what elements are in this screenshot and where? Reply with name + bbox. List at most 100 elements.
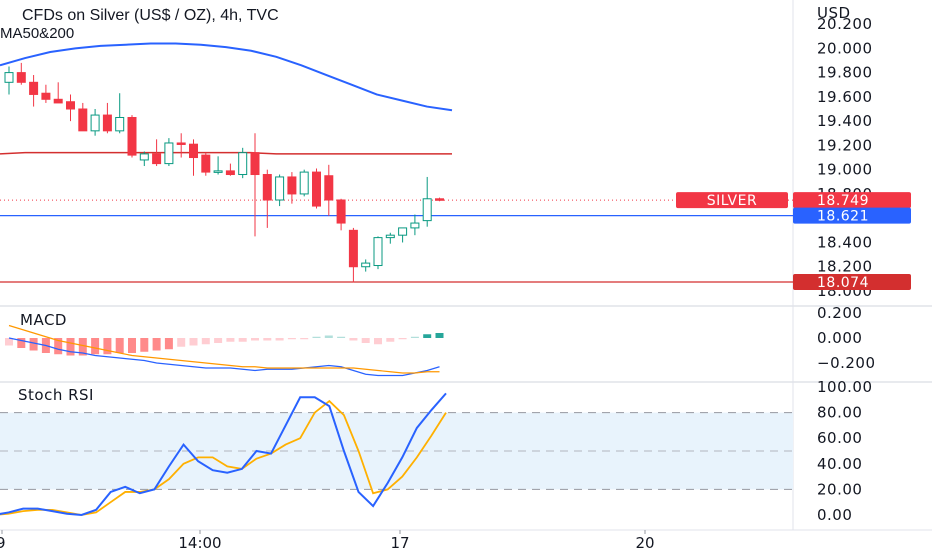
candle[interactable] bbox=[398, 227, 408, 236]
candle[interactable] bbox=[324, 175, 334, 201]
macd-signal-line bbox=[8, 324, 440, 374]
macd-histogram-bar bbox=[164, 338, 173, 350]
macd-histogram-bar bbox=[263, 338, 272, 341]
macd-histogram-bar bbox=[201, 338, 210, 345]
candle[interactable] bbox=[336, 199, 346, 224]
candle[interactable] bbox=[312, 171, 321, 207]
price-tick-label: 19.000 bbox=[817, 161, 873, 179]
last-price-value: 18.749 bbox=[817, 193, 869, 209]
candle[interactable] bbox=[127, 116, 137, 156]
stoch-d-line bbox=[0, 399, 447, 516]
price-tick-label: 19.600 bbox=[817, 88, 873, 106]
candle[interactable] bbox=[435, 198, 444, 201]
macd-histogram-bar bbox=[128, 338, 136, 353]
stoch-tick-label: 40.00 bbox=[817, 455, 862, 473]
candle[interactable] bbox=[66, 101, 75, 110]
stoch-tick-label: 0.00 bbox=[817, 506, 852, 524]
time-tick-label: 9 bbox=[0, 534, 6, 550]
stoch-rsi-title[interactable]: Stoch RSI bbox=[18, 386, 94, 404]
candle[interactable] bbox=[262, 174, 272, 201]
candle[interactable] bbox=[16, 72, 26, 83]
stoch-tick-label: 80.00 bbox=[817, 404, 862, 422]
candle[interactable] bbox=[238, 152, 248, 176]
candle[interactable] bbox=[385, 234, 395, 239]
candle[interactable] bbox=[189, 143, 198, 159]
stoch-tick-label: 20.00 bbox=[817, 480, 862, 498]
macd-histogram-bar bbox=[152, 338, 161, 351]
macd-histogram-bar bbox=[78, 338, 87, 356]
price-axis[interactable]: 18.00018.20018.40018.60018.80019.00019.2… bbox=[676, 15, 911, 524]
macd-histogram-bar bbox=[398, 338, 407, 340]
candle[interactable] bbox=[53, 98, 63, 104]
macd-histogram-bar bbox=[17, 338, 26, 348]
ma50-line bbox=[0, 42, 453, 112]
macd-histogram-bar bbox=[275, 338, 284, 341]
macd-histogram-bar bbox=[214, 338, 223, 343]
macd-tick-label: 0.200 bbox=[817, 304, 862, 322]
macd-histogram-bar bbox=[251, 338, 259, 341]
macd-histogram-bar bbox=[189, 338, 198, 346]
stoch-k-line bbox=[0, 392, 447, 517]
time-axis[interactable]: 9 14:00 17 20 bbox=[0, 529, 932, 550]
candle[interactable] bbox=[422, 198, 432, 222]
candle[interactable] bbox=[213, 170, 223, 173]
candle[interactable] bbox=[90, 114, 100, 132]
candle[interactable] bbox=[287, 176, 297, 195]
last-price-badge[interactable] bbox=[793, 192, 911, 209]
time-tick-label: 14:00 bbox=[178, 534, 221, 550]
stoch-rsi-pane[interactable] bbox=[0, 392, 447, 517]
candle[interactable] bbox=[275, 176, 285, 201]
macd-title[interactable]: MACD bbox=[20, 311, 67, 329]
support-red-badge[interactable] bbox=[793, 274, 911, 291]
macd-histogram-bar bbox=[312, 336, 321, 338]
candle[interactable] bbox=[348, 229, 358, 268]
macd-histogram-bar bbox=[337, 336, 346, 338]
time-tick-label: 20 bbox=[635, 534, 654, 550]
indicator-label[interactable]: MA50&200 bbox=[0, 25, 74, 42]
macd-line bbox=[8, 337, 440, 377]
macd-histogram-bar bbox=[386, 338, 395, 342]
macd-histogram-bar bbox=[177, 338, 186, 347]
support-blue-badge[interactable] bbox=[793, 207, 911, 224]
candle[interactable] bbox=[250, 152, 260, 176]
stoch-tick-label: 100.00 bbox=[817, 378, 873, 396]
price-tick-label: 18.400 bbox=[817, 233, 873, 251]
candle[interactable] bbox=[299, 171, 309, 195]
macd-histogram-bar bbox=[287, 338, 296, 340]
candle[interactable] bbox=[373, 237, 383, 267]
time-tick-label: 17 bbox=[390, 534, 409, 550]
currency-label: USD bbox=[817, 4, 851, 22]
price-tick-label: 19.800 bbox=[817, 64, 873, 82]
price-pane[interactable] bbox=[0, 42, 793, 283]
candle[interactable] bbox=[78, 108, 88, 132]
macd-histogram-bar bbox=[410, 336, 419, 338]
macd-histogram-bar bbox=[140, 338, 149, 352]
candle[interactable] bbox=[29, 81, 39, 95]
symbol-badge-name: SILVER bbox=[707, 193, 757, 209]
candle[interactable] bbox=[139, 153, 149, 161]
candle[interactable] bbox=[410, 222, 420, 229]
candle[interactable] bbox=[201, 154, 211, 173]
price-tick-label: 20.200 bbox=[817, 15, 873, 33]
candle[interactable] bbox=[176, 142, 186, 145]
price-tick-label: 19.200 bbox=[817, 136, 873, 154]
chart-title: CFDs on Silver (US$ / OZ), 4h, TVC bbox=[22, 7, 279, 24]
macd-histogram-bar bbox=[361, 338, 370, 343]
macd-histogram-bar bbox=[238, 338, 247, 342]
candle[interactable] bbox=[361, 262, 371, 268]
price-tick-label: 19.400 bbox=[817, 112, 873, 130]
candle[interactable] bbox=[115, 116, 125, 132]
macd-pane[interactable] bbox=[5, 324, 444, 377]
candle[interactable] bbox=[152, 153, 162, 165]
candle[interactable] bbox=[225, 170, 235, 176]
macd-histogram-bar bbox=[91, 338, 100, 355]
macd-histogram-bar bbox=[103, 338, 112, 355]
candle[interactable] bbox=[4, 72, 14, 83]
symbol-badge[interactable] bbox=[676, 192, 788, 209]
macd-histogram-bar bbox=[66, 338, 75, 356]
price-tick-label: 20.000 bbox=[817, 39, 873, 57]
candle[interactable] bbox=[102, 114, 112, 132]
candle[interactable] bbox=[164, 142, 174, 165]
candle[interactable] bbox=[41, 92, 51, 100]
